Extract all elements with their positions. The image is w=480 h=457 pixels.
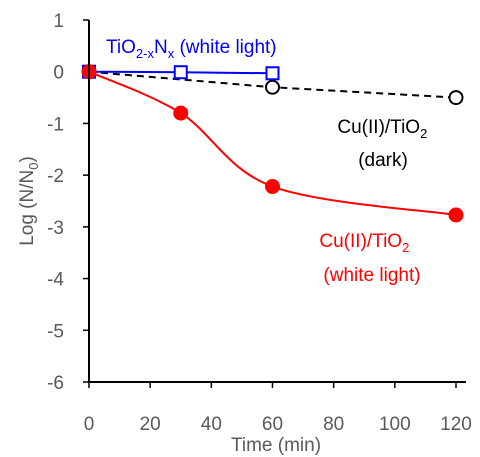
y-axis-title: Log (N/N0): [17, 156, 41, 246]
series-line: [88, 70, 457, 216]
x-tick-label: 120: [440, 414, 472, 435]
data-point: [173, 65, 188, 80]
y-tick-label: 1: [53, 11, 64, 32]
data-point: [448, 207, 464, 223]
x-tick-label: 100: [379, 414, 411, 435]
x-tick-label: 60: [262, 414, 283, 435]
y-tick-labels: 1 0 -1 -2 -3 -4 -5 -6: [47, 11, 89, 394]
annotation-tio2n-white-light: TiO2-xNx (white light): [106, 37, 277, 61]
data-point: [173, 105, 189, 121]
x-tick-labels: 0 20 40 60 80 100 120: [84, 382, 472, 435]
y-tick-label: -3: [47, 218, 64, 239]
x-axis-title: Time (min): [231, 435, 321, 456]
y-tick-label: -6: [47, 373, 64, 394]
data-point: [265, 79, 280, 95]
data-point: [265, 179, 280, 195]
x-tick-label: 40: [201, 414, 222, 435]
y-tick-label: 0: [53, 63, 64, 84]
y-tick-label: -4: [47, 270, 64, 291]
series-tio2-xnx-white-light: [82, 64, 280, 81]
x-tick-label: 20: [140, 414, 161, 435]
y-tick-label: -5: [47, 321, 64, 342]
annotation-cu-tio2-dark: Cu(II)/TiO2 (dark): [337, 117, 432, 171]
x-tick-label: 0: [84, 414, 95, 435]
series-layer: [81, 64, 464, 223]
x-tick-label: 80: [323, 414, 344, 435]
annotation-cu-tio2-white-light: Cu(II)/TiO2 (white light): [319, 231, 420, 286]
data-point: [448, 90, 464, 106]
y-tick-label: -1: [47, 114, 64, 135]
y-tick-label: -2: [47, 166, 64, 187]
data-point: [265, 66, 280, 81]
